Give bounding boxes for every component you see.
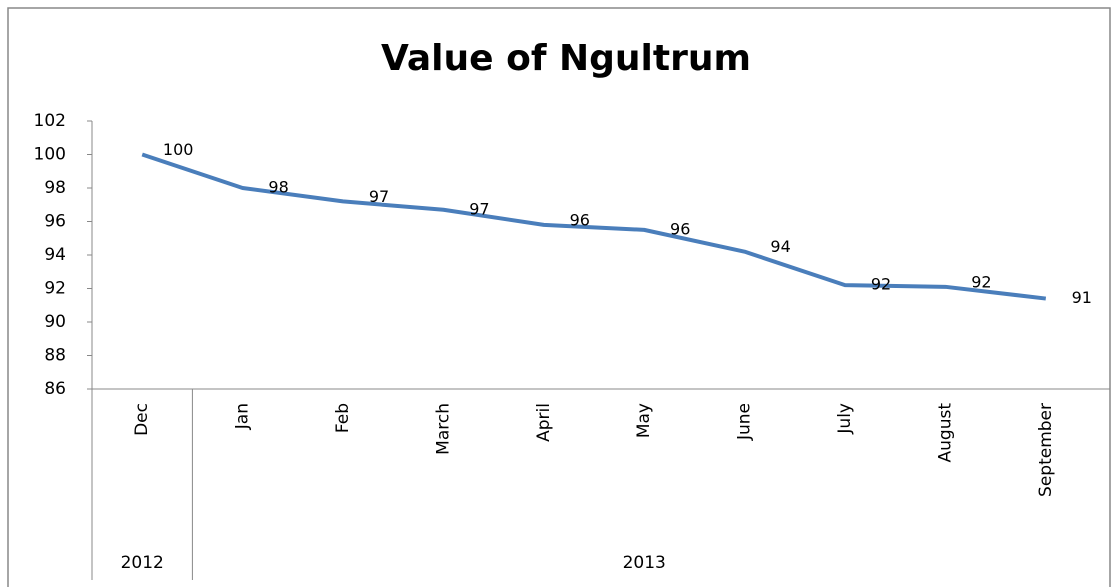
chart-title: Value of Ngultrum: [381, 38, 751, 79]
data-label: 98: [268, 178, 288, 197]
group-label: 2013: [623, 553, 666, 573]
y-tick-label: 88: [44, 346, 66, 366]
x-tick-label: April: [534, 403, 554, 442]
data-label: 92: [871, 275, 891, 294]
x-tick-label: June: [735, 403, 755, 441]
x-tick-label: September: [1036, 403, 1056, 497]
group-label: 2012: [121, 553, 164, 573]
y-tick-label: 86: [44, 379, 66, 399]
x-tick-label: August: [935, 403, 955, 463]
x-tick-label: July: [835, 403, 855, 435]
data-label: 92: [971, 272, 991, 291]
y-tick-label: 92: [44, 279, 66, 299]
x-tick-label: Feb: [333, 403, 353, 433]
data-label: 96: [570, 210, 590, 229]
y-tick-label: 96: [44, 212, 66, 232]
data-label: 100: [163, 140, 194, 159]
data-label: 94: [770, 237, 790, 256]
x-tick-label: Jan: [233, 403, 253, 430]
data-label: 91: [1072, 288, 1092, 307]
y-tick-label: 98: [44, 178, 66, 198]
chart-border: [7, 7, 1111, 587]
x-tick-label: May: [634, 403, 654, 438]
x-tick-label: March: [433, 403, 453, 455]
y-tick-label: 100: [34, 145, 66, 165]
data-label: 97: [469, 199, 489, 218]
data-label: 97: [369, 187, 389, 206]
y-tick-label: 102: [34, 111, 66, 131]
y-tick-label: 90: [44, 312, 66, 332]
data-label: 96: [670, 219, 690, 238]
line: [141, 152, 1047, 301]
x-tick-label: Dec: [132, 403, 152, 436]
y-tick-label: 94: [44, 245, 66, 265]
